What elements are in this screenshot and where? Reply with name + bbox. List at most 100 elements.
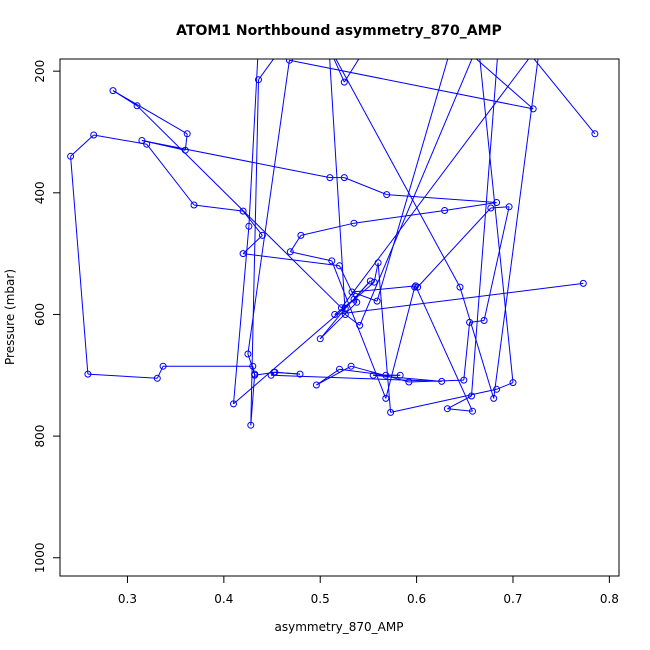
series-line-segment: [248, 59, 259, 227]
data-point: [373, 297, 381, 305]
series-line-segment: [334, 282, 584, 315]
data-point: [591, 130, 599, 138]
data-point: [341, 304, 349, 312]
data-point: [441, 207, 449, 214]
series-line-segment: [390, 388, 497, 413]
data-point: [396, 371, 404, 379]
data-point: [251, 371, 259, 379]
y-tick-label: 600: [33, 303, 47, 326]
data-point: [84, 370, 92, 378]
data-point: [356, 321, 364, 329]
series-line-segment: [483, 206, 510, 321]
series-line-segment: [300, 222, 355, 236]
series-line-segment: [141, 140, 330, 179]
series-line-segment: [386, 194, 497, 203]
data-point: [579, 279, 587, 287]
x-tick-label: 0.5: [311, 592, 330, 606]
series-line-segment: [156, 365, 164, 379]
series-line-segment: [471, 59, 498, 397]
data-point: [247, 421, 255, 429]
data-point: [383, 191, 391, 199]
data-point: [138, 137, 146, 144]
data-point: [487, 204, 495, 212]
series-line-segment: [329, 59, 346, 315]
series-line-segment: [353, 280, 371, 300]
series-line-segment: [243, 253, 340, 267]
data-point: [490, 394, 498, 402]
data-point: [460, 376, 468, 384]
data-point: [466, 318, 474, 326]
series-line-segment: [351, 291, 378, 302]
series-line-segment: [415, 285, 473, 412]
series-line-segment: [258, 59, 275, 80]
data-point: [183, 130, 191, 138]
series-line-segment: [316, 365, 352, 386]
series-line-segment: [193, 204, 244, 212]
data-point: [328, 257, 336, 265]
data-point: [387, 408, 395, 416]
data-point: [271, 368, 279, 376]
data-point: [350, 219, 358, 227]
data-point: [469, 407, 476, 415]
series-line-segment: [146, 143, 195, 206]
data-point: [529, 105, 537, 113]
data-point: [509, 379, 517, 387]
series-line-segment: [533, 59, 596, 135]
data-point: [296, 370, 304, 378]
data-point: [312, 381, 320, 389]
data-point: [348, 288, 356, 296]
y-tick-label: 400: [33, 181, 47, 204]
series-line-segment: [459, 286, 495, 399]
data-point: [493, 385, 501, 393]
series-line-segment: [335, 59, 461, 288]
x-tick-label: 0.3: [118, 592, 137, 606]
data-point: [255, 76, 262, 84]
data-point: [326, 174, 334, 182]
data-point: [336, 365, 343, 373]
data-point: [159, 362, 167, 370]
series-line-segment: [70, 134, 95, 157]
series-line-segment: [339, 368, 386, 376]
series-line-segment: [447, 408, 473, 412]
series-line-segment: [417, 207, 492, 288]
data-point: [143, 140, 151, 148]
series-line-segment: [242, 210, 263, 236]
data-point: [438, 377, 446, 385]
data-point: [181, 146, 189, 154]
data-point: [382, 371, 390, 379]
series-line-segment: [341, 59, 530, 309]
y-axis-label: Pressure (mbar): [3, 269, 17, 365]
data-point: [340, 78, 348, 86]
x-tick-label: 0.7: [503, 592, 522, 606]
y-axis: 200 400 600 800 1000: [33, 60, 61, 574]
series-line-segment: [319, 301, 358, 340]
series-line-segment: [87, 373, 158, 379]
y-tick-label: 1000: [33, 543, 47, 574]
data-point: [297, 231, 305, 239]
data-point: [337, 304, 345, 312]
chart-title: ATOM1 Northbound asymmetry_870_AMP: [176, 23, 502, 39]
data-point: [382, 394, 390, 402]
data-point: [190, 201, 198, 209]
series-line-segment: [233, 226, 250, 404]
x-axis: 0.3 0.4 0.5 0.6 0.7 0.8: [118, 575, 619, 606]
series-line-segment: [447, 395, 472, 410]
series-line-segment: [70, 156, 89, 375]
series-line-segment: [351, 285, 416, 293]
x-tick-label: 0.8: [600, 592, 619, 606]
series-line-segment: [444, 202, 497, 211]
series-line-segment: [242, 235, 263, 254]
series-line-segment: [463, 322, 471, 381]
data-point: [153, 374, 161, 382]
data-point: [331, 311, 339, 318]
data-point: [239, 207, 247, 215]
data-point: [505, 203, 513, 211]
data-point: [340, 174, 348, 182]
series-line-segment: [271, 374, 442, 382]
data-point: [369, 371, 377, 379]
data-point: [336, 262, 343, 270]
data-point: [245, 222, 253, 230]
series-line-segment: [333, 59, 345, 83]
y-tick-label: 200: [33, 60, 47, 83]
